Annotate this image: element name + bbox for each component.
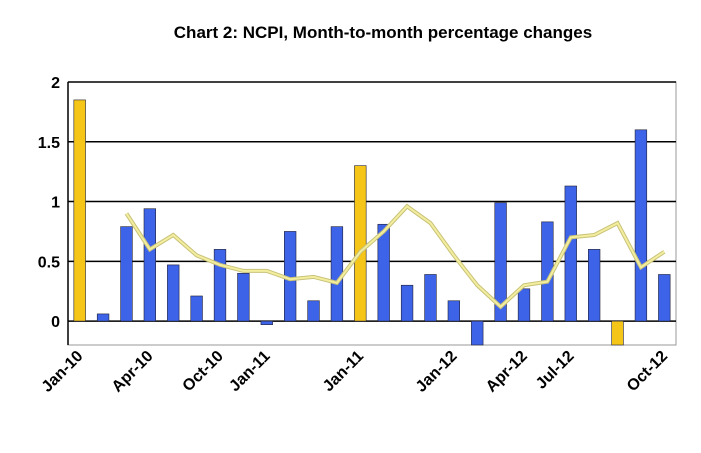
bar — [354, 165, 367, 322]
x-tick-label: Apr-12 — [483, 348, 531, 396]
bar — [611, 320, 624, 346]
bar — [96, 313, 110, 322]
chart-title: Chart 2: NCPI, Month-to-month percentage… — [174, 23, 592, 42]
bar — [377, 223, 390, 322]
bar — [564, 185, 577, 322]
bar — [143, 208, 156, 322]
bar — [634, 129, 648, 322]
bar — [73, 99, 86, 322]
y-tick-label: 1 — [51, 195, 60, 212]
bar — [330, 226, 344, 322]
x-tick-label: Jul-12 — [533, 348, 578, 393]
y-tick-label: 2 — [51, 75, 60, 92]
trend-line — [125, 205, 665, 309]
x-tick-label: Jan-12 — [413, 348, 461, 396]
bar — [494, 202, 507, 322]
bar — [424, 274, 437, 322]
bar — [190, 295, 203, 322]
x-tick-label: Jan-11 — [320, 348, 367, 395]
bar — [120, 226, 133, 322]
x-tick-label: Apr-10 — [109, 348, 157, 396]
bar — [588, 249, 601, 322]
bar — [167, 264, 180, 322]
x-tick-label: Jan-10 — [39, 348, 87, 396]
y-tick-label: 0.5 — [38, 254, 60, 271]
trend-line-outline — [124, 203, 666, 310]
y-tick-label: 0 — [51, 314, 60, 331]
x-tick-label: Jan-11 — [226, 348, 273, 395]
bar — [260, 320, 273, 325]
bar — [658, 274, 671, 322]
x-tick-label: Oct-12 — [624, 348, 671, 395]
plot-frame — [67, 81, 677, 346]
y-tick-label: 1.5 — [38, 135, 60, 152]
bar — [517, 288, 531, 322]
bar — [237, 272, 250, 322]
bar — [213, 249, 227, 322]
x-tick-label: Oct-10 — [180, 348, 227, 395]
bar — [447, 300, 460, 322]
bar — [307, 300, 320, 322]
bar — [400, 284, 414, 322]
bar — [471, 320, 484, 346]
